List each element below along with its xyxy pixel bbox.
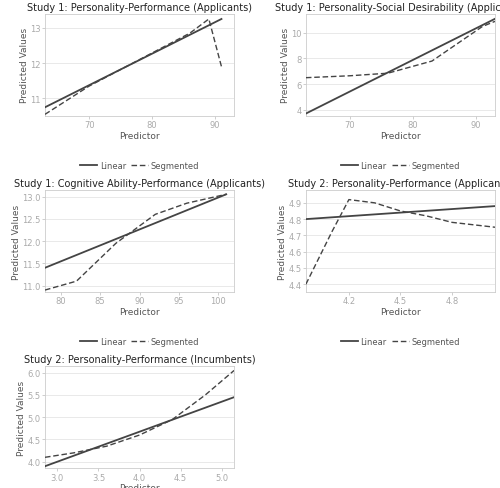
Y-axis label: Predicted Values: Predicted Values xyxy=(17,380,26,455)
Title: Study 1: Cognitive Ability-Performance (Applicants): Study 1: Cognitive Ability-Performance (… xyxy=(14,178,265,188)
Legend: Linear, Segmented: Linear, Segmented xyxy=(338,334,463,350)
Y-axis label: Predicted Values: Predicted Values xyxy=(20,28,29,103)
Title: Study 1: Personality-Social Desirability (Applicants): Study 1: Personality-Social Desirability… xyxy=(275,2,500,13)
X-axis label: Predictor: Predictor xyxy=(119,483,160,488)
Y-axis label: Predicted Values: Predicted Values xyxy=(12,204,21,279)
Legend: Linear, Segmented: Linear, Segmented xyxy=(77,159,202,174)
Title: Study 1: Personality-Performance (Applicants): Study 1: Personality-Performance (Applic… xyxy=(27,2,252,13)
Title: Study 2: Personality-Performance (Incumbents): Study 2: Personality-Performance (Incumb… xyxy=(24,354,256,364)
X-axis label: Predictor: Predictor xyxy=(119,307,160,316)
X-axis label: Predictor: Predictor xyxy=(119,131,160,141)
Y-axis label: Predicted Values: Predicted Values xyxy=(281,28,290,103)
Title: Study 2: Personality-Performance (Applicants): Study 2: Personality-Performance (Applic… xyxy=(288,178,500,188)
Y-axis label: Predicted Values: Predicted Values xyxy=(278,204,287,279)
X-axis label: Predictor: Predictor xyxy=(380,131,421,141)
Legend: Linear, Segmented: Linear, Segmented xyxy=(338,159,463,174)
X-axis label: Predictor: Predictor xyxy=(380,307,421,316)
Legend: Linear, Segmented: Linear, Segmented xyxy=(77,334,202,350)
